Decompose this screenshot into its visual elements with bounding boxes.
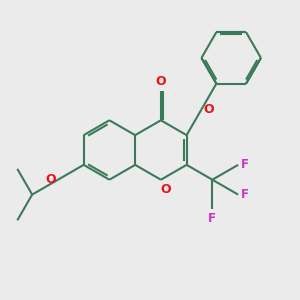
- Text: F: F: [208, 212, 216, 225]
- Text: O: O: [160, 183, 171, 196]
- Text: F: F: [241, 188, 249, 201]
- Text: O: O: [204, 103, 214, 116]
- Text: O: O: [46, 173, 56, 186]
- Text: O: O: [156, 75, 166, 88]
- Text: F: F: [241, 158, 249, 171]
